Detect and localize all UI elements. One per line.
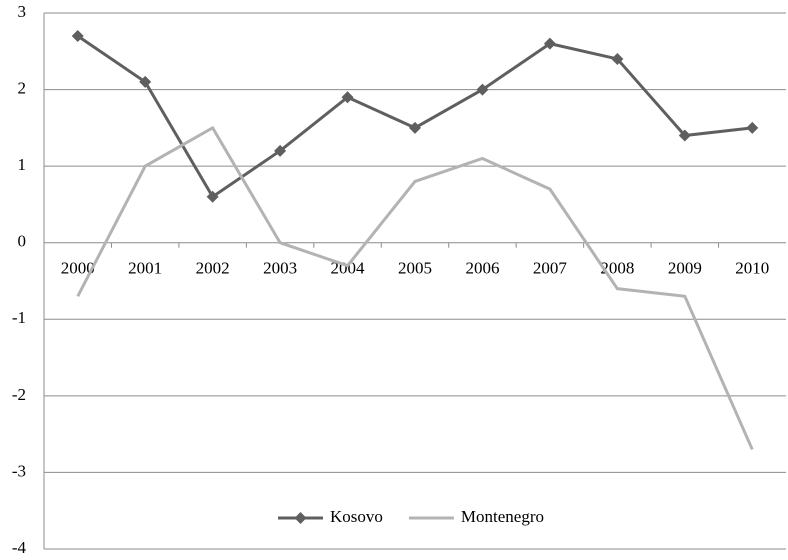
x-tick-label: 2005 — [398, 259, 432, 278]
point — [678, 129, 691, 142]
y-tick-label: -3 — [12, 461, 26, 480]
x-tick-label: 2006 — [465, 259, 499, 278]
point — [206, 190, 219, 203]
point — [746, 121, 759, 134]
y-tick-label: 3 — [18, 2, 27, 21]
x-tick-label: 2007 — [533, 259, 568, 278]
y-tick-label: -4 — [12, 538, 27, 557]
y-tick-label: 1 — [18, 155, 27, 174]
x-tick-label: 2001 — [128, 259, 162, 278]
y-tick-label: 0 — [18, 232, 27, 251]
x-tick-label: 2003 — [263, 259, 297, 278]
series-line — [76, 34, 753, 199]
x-tick-label: 2008 — [600, 259, 634, 278]
point — [139, 75, 152, 88]
legend-label: Montenegro — [461, 507, 544, 526]
point — [274, 144, 287, 157]
point — [476, 83, 489, 96]
point — [543, 37, 556, 50]
point — [71, 29, 84, 42]
point — [409, 121, 421, 134]
legend-marker — [294, 512, 307, 524]
legend-label: Kosovo — [330, 507, 383, 526]
y-tick-label: 2 — [18, 78, 27, 97]
point — [611, 52, 624, 65]
x-tick-label: 2010 — [735, 259, 769, 278]
x-tick-label: 2000 — [61, 259, 95, 278]
y-tick-label: -2 — [12, 385, 26, 404]
point — [341, 91, 354, 104]
series-line — [76, 125, 754, 451]
y-tick-label: -1 — [12, 308, 26, 327]
x-tick-label: 2002 — [196, 259, 230, 278]
x-tick-label: 2009 — [668, 259, 702, 278]
